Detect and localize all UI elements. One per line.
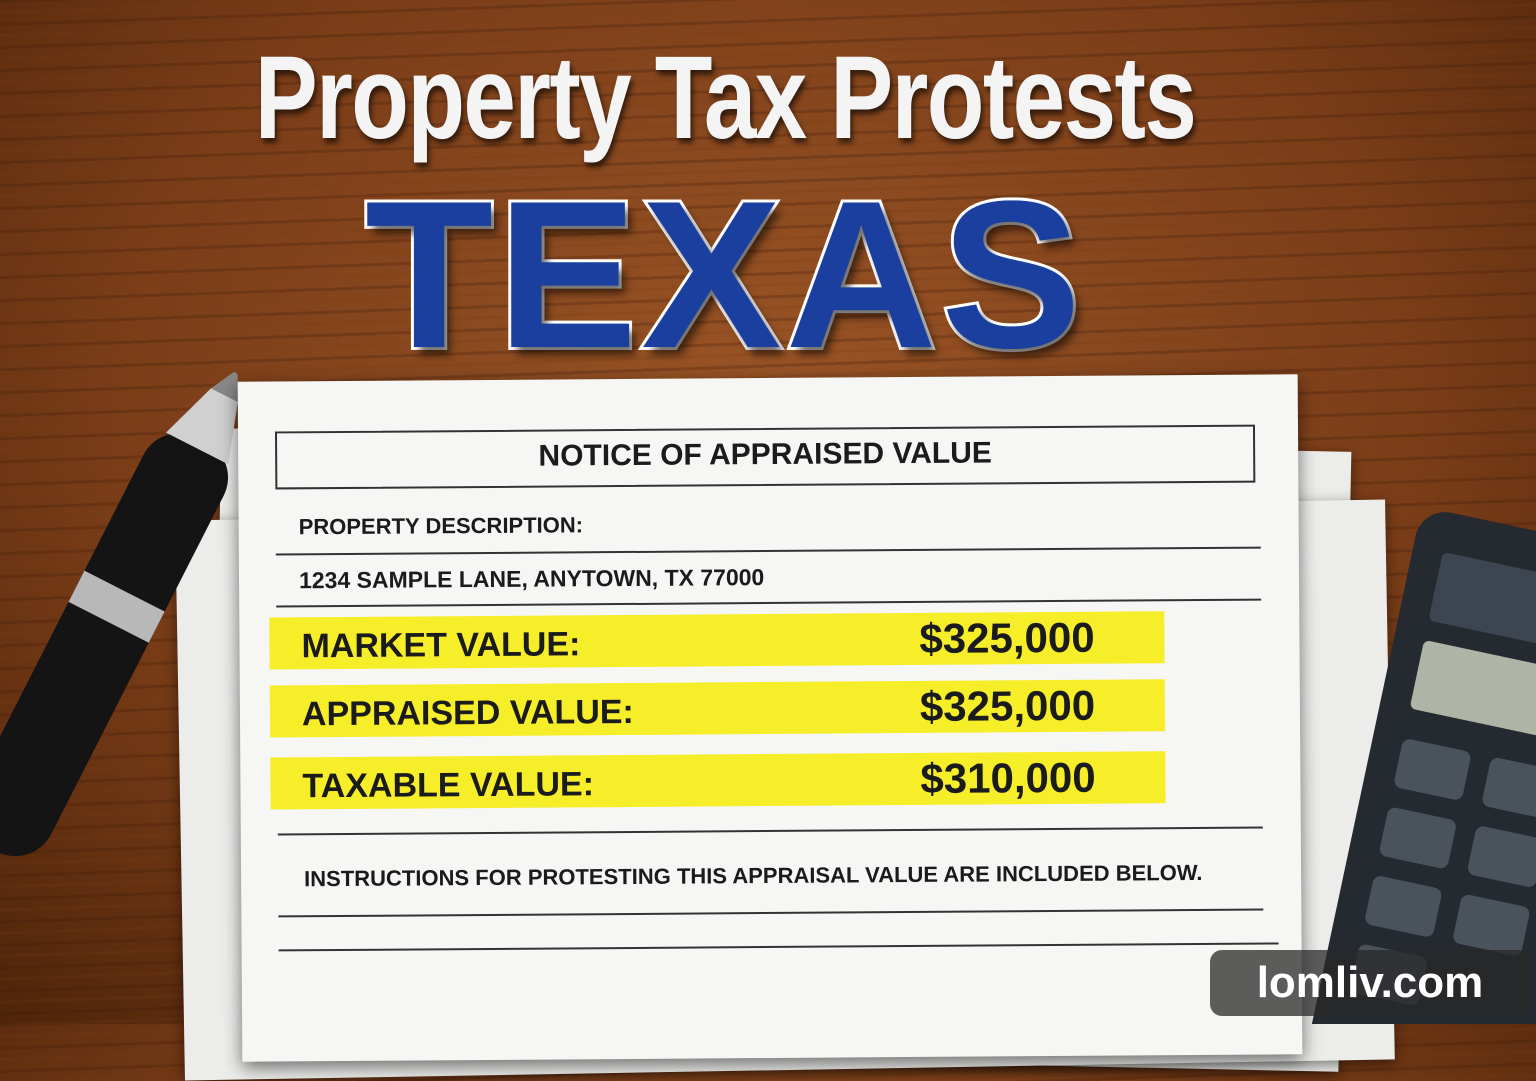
watermark: lomliv.com (1210, 950, 1530, 1016)
property-label: PROPERTY DESCRIPTION: (298, 512, 584, 540)
address: 1234 SAMPLE LANE, ANYTOWN, TX 77000 (298, 564, 765, 594)
subtitle: TEXAS (362, 157, 1086, 392)
row-label: TAXABLE VALUE: (302, 765, 595, 806)
notice: NOTICE OF APPRAISED VALUE PROPERTY DESCR… (237, 374, 1303, 1062)
instructions: INSTRUCTIONS FOR PROTESTING THIS APPRAIS… (304, 859, 1203, 892)
rule (277, 826, 1263, 836)
rule (278, 942, 1279, 952)
row-value: $310,000 (920, 753, 1096, 802)
row-value: $325,000 (919, 681, 1096, 730)
row-label: APPRAISED VALUE: (301, 692, 634, 734)
row-value: $325,000 (919, 613, 1095, 662)
title: Property Tax Protests (254, 32, 1197, 164)
notice-heading: NOTICE OF APPRAISED VALUE (538, 436, 992, 473)
row-label: MARKET VALUE: (301, 625, 581, 666)
rule (276, 598, 1262, 608)
calculator (1311, 512, 1536, 1024)
rule (275, 546, 1261, 556)
rule (278, 908, 1264, 918)
pen (0, 371, 238, 857)
